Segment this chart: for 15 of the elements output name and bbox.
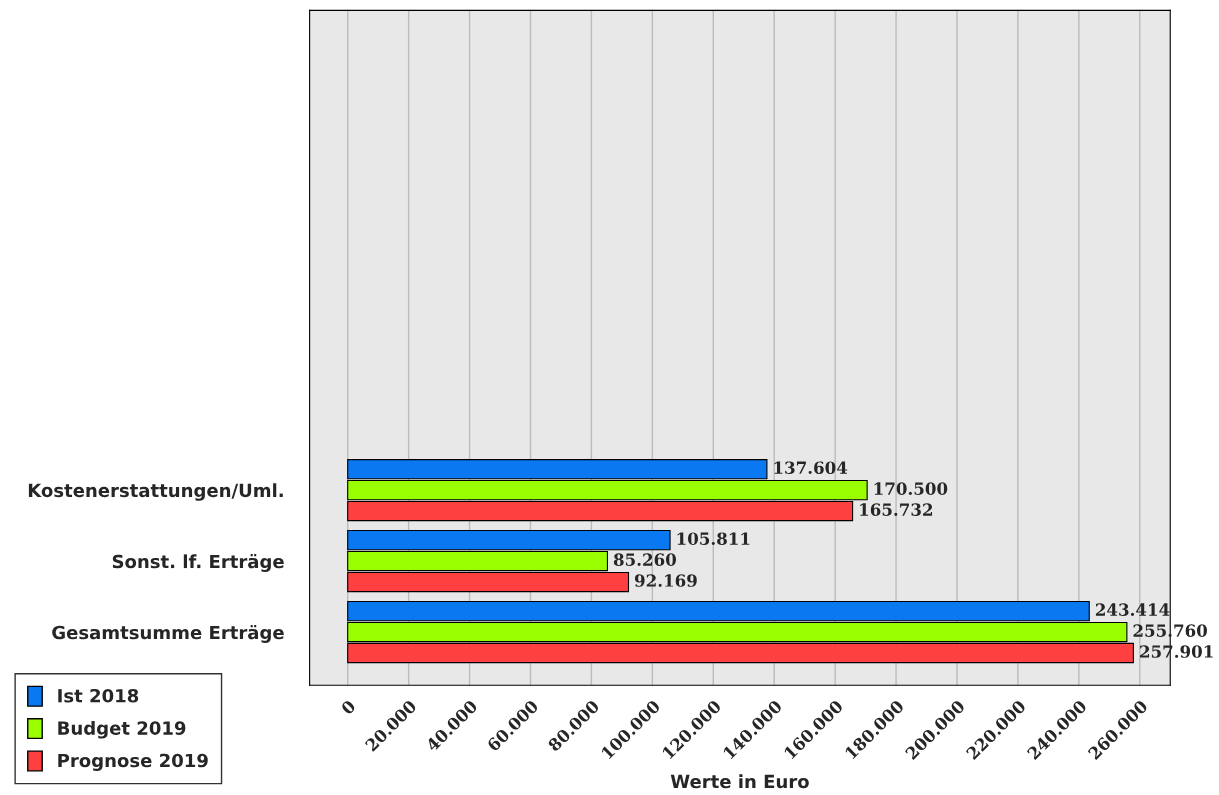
data-label: 170.500 [874,482,948,495]
data-label: 85.260 [613,553,676,566]
y-tick-label: Gesamtsumme Erträge [52,625,284,643]
data-label: 165.732 [860,503,933,516]
legend-label: Prognose 2019 [58,753,208,771]
data-label: 105.811 [677,532,750,545]
data-label: 243.414 [1095,603,1170,616]
data-label: 92.169 [634,574,697,587]
x-axis-title: Werte in Euro [670,774,809,789]
legend-label: Budget 2019 [58,720,186,739]
legend-label: Ist 2018 [58,688,139,703]
y-tick-label: Sonst. lf. Erträge [112,554,284,572]
y-tick-label: Kostenerstattungen/Uml. [28,483,283,501]
x-tick-label: 0 [340,699,357,716]
data-label: 137.604 [774,461,848,475]
